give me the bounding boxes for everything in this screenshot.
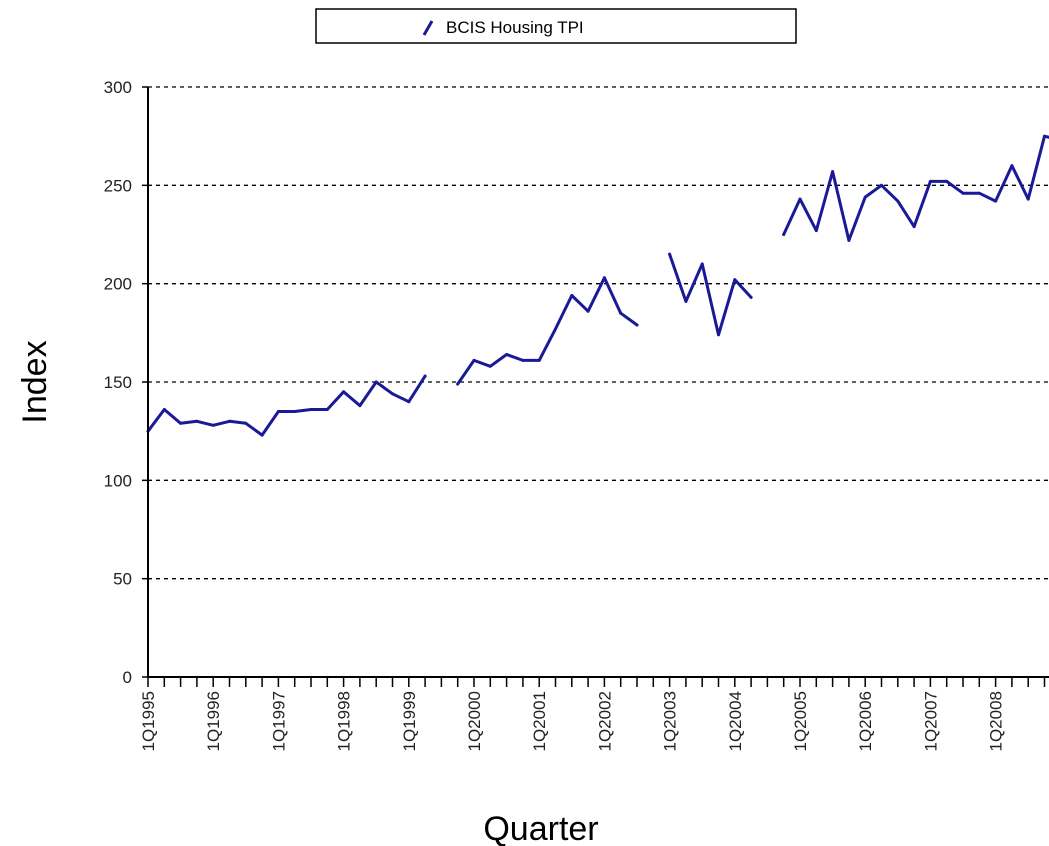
y-tick-label: 0 [123,668,132,687]
x-axis-ticks: 1Q1995 1Q1996 1Q1997 1Q1998 1Q1999 1Q2000 1Q20… [139,677,1045,752]
y-tick-label: 50 [113,570,132,589]
x-tick-label: 1Q2007 [921,691,940,752]
x-tick-label: 1Q2002 [595,691,614,752]
x-tick-label: 1Q2001 [530,691,549,752]
legend-series-label: BCIS Housing TPI [446,18,584,37]
x-tick-label: 1Q2008 [987,691,1006,752]
y-tick-label: 250 [104,176,132,195]
x-tick-label: 1Q1997 [269,691,288,752]
x-tick-label: 1Q2005 [791,691,810,752]
x-axis-title: Quarter [483,810,598,846]
y-tick-label: 300 [104,78,132,97]
series-line-segment [458,278,637,384]
y-axis-ticks: 0 50 100 150 200 250 300 [104,78,148,687]
x-tick-label: 1Q1998 [335,691,354,752]
y-tick-label: 150 [104,373,132,392]
x-tick-label: 1Q1995 [139,691,158,752]
x-tick-label: 1Q2003 [661,691,680,752]
y-tick-label: 200 [104,275,132,294]
legend: BCIS Housing TPI [316,9,796,43]
x-tick-label: 1Q2006 [856,691,875,752]
x-tick-label: 1Q1999 [400,691,419,752]
x-tick-label: 1Q1996 [204,691,223,752]
series-layer [147,135,1049,437]
y-tick-label: 100 [104,471,132,490]
gridlines [148,87,1049,579]
x-tick-label: 1Q2000 [465,691,484,752]
series-line-segment [148,376,425,435]
x-tick-label: 1Q2004 [726,691,745,752]
series-line-segment [670,254,752,335]
series-line-segment [784,136,1049,240]
y-axis-title: Index [16,340,54,423]
